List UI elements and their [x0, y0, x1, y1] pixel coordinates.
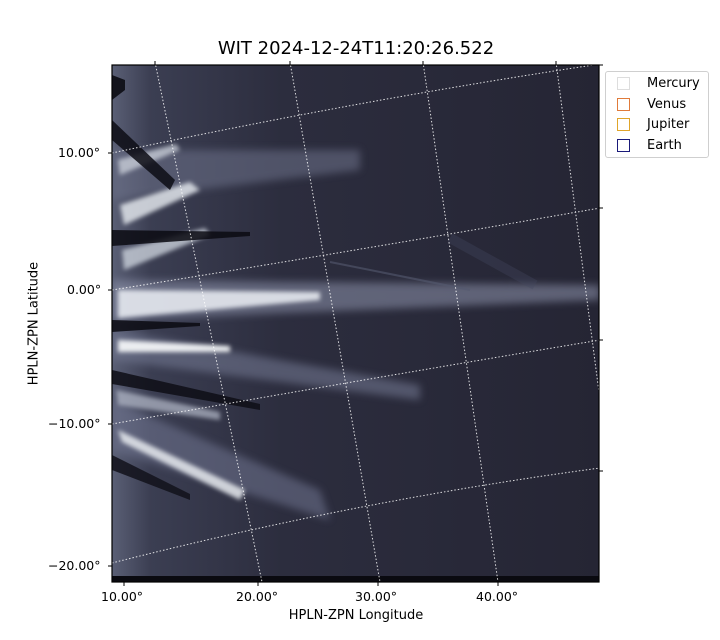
legend-label: Mercury [647, 75, 700, 91]
wit-image [112, 65, 599, 582]
legend-item-venus: Venus [617, 95, 686, 113]
y-tick-label: 0.00° [67, 282, 102, 297]
legend-label: Jupiter [647, 116, 690, 132]
legend-item-mercury: Mercury [617, 74, 700, 92]
y-axis-label: HPLN-ZPN Latitude [26, 261, 42, 386]
x-axis-label: HPLN-ZPN Longitude [288, 608, 424, 623]
legend-item-earth: Earth [617, 136, 682, 154]
y-tick-label: −10.00° [48, 416, 101, 431]
x-tick-label: 10.00° [101, 589, 144, 604]
tick-marks [108, 61, 603, 586]
plot-frame [111, 64, 600, 583]
image-title: WIT 2024-12-24T11:20:26.522 [217, 38, 495, 59]
venus-swatch-icon [617, 97, 630, 111]
jupiter-swatch-icon [617, 117, 630, 131]
y-tick-label: −20.00° [48, 558, 101, 573]
x-tick-label: 40.00° [476, 589, 519, 604]
legend-item-jupiter: Jupiter [617, 115, 689, 133]
x-tick-label: 20.00° [236, 589, 279, 604]
x-tick-label: 30.00° [355, 589, 398, 604]
mercury-swatch-icon [617, 76, 630, 90]
coordinate-grid [112, 65, 599, 582]
y-tick-label: 10.00° [58, 145, 101, 160]
planet-legend: Mercury Venus Jupiter Earth [605, 71, 709, 158]
earth-swatch-icon [617, 138, 630, 152]
legend-label: Venus [647, 96, 687, 112]
legend-label: Earth [647, 137, 682, 153]
